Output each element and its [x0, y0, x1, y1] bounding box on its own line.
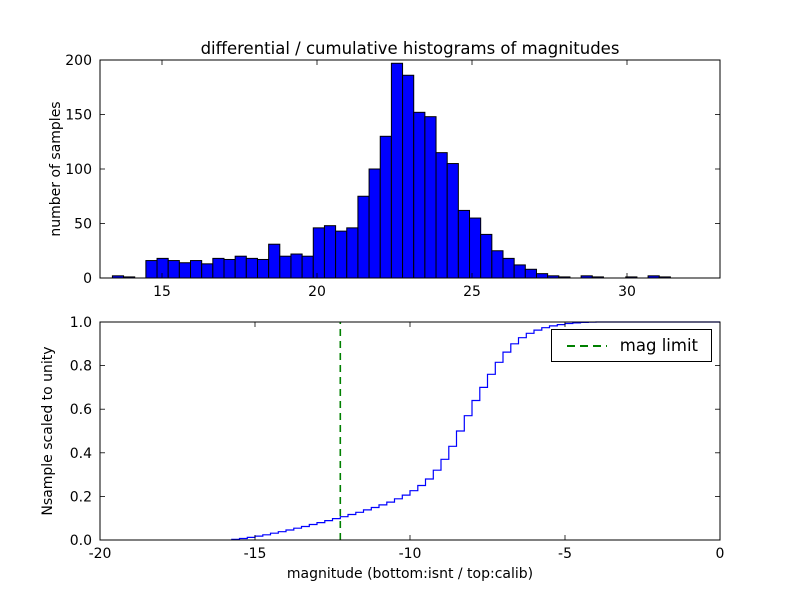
histogram-bar [469, 217, 482, 279]
histogram-bar [145, 260, 158, 279]
histogram-bar [524, 268, 537, 279]
legend-label: mag limit [619, 336, 698, 355]
y-tick-label: 0.6 [70, 402, 92, 418]
y-tick-label: 1.0 [70, 315, 92, 331]
y-tick-label: 0.2 [70, 489, 92, 505]
histogram-bar [390, 62, 404, 279]
cumulative-curve [231, 321, 720, 540]
x-tick-label: 30 [618, 284, 636, 300]
histogram-bar [256, 258, 270, 279]
x-tick-label: -10 [399, 546, 422, 562]
histogram-bar [379, 135, 392, 279]
bottom-ylabel: Nsample scaled to unity [40, 346, 56, 516]
histogram-bar [491, 250, 504, 279]
histogram-bar [201, 263, 214, 279]
histogram-bar [290, 253, 303, 279]
histogram-bar [357, 195, 370, 279]
histogram-bar [301, 255, 314, 279]
histogram-bar [245, 257, 258, 279]
x-tick-label: 0 [716, 546, 725, 562]
x-tick-label: 20 [308, 284, 326, 300]
y-tick-label: 0.8 [70, 359, 92, 375]
histogram-bar [279, 255, 292, 279]
y-tick-label: 0 [83, 271, 92, 287]
histogram-bar [480, 233, 493, 279]
top-ylabel: number of samples [48, 101, 64, 237]
histogram-bar [167, 260, 180, 279]
bottom-xlabel: magnitude (bottom:isnt / top:calib) [286, 566, 534, 582]
histogram-bar [190, 260, 203, 279]
histogram-bar [346, 227, 359, 279]
x-tick-label: -20 [89, 546, 112, 562]
x-tick-label: -15 [244, 546, 267, 562]
histogram-bar [234, 255, 247, 279]
histogram-bar [535, 273, 549, 279]
x-tick-label: -5 [558, 546, 572, 562]
histogram-bar [457, 209, 471, 279]
y-tick-label: 100 [65, 162, 92, 178]
x-tick-label: 25 [463, 284, 481, 300]
histogram-bar [178, 262, 192, 279]
y-tick-label: 150 [65, 108, 92, 124]
histogram-bar [335, 230, 348, 279]
histogram-bar [268, 243, 281, 279]
histogram-bar [435, 152, 448, 279]
y-tick-label: 0.0 [70, 533, 92, 549]
histogram-bar [402, 74, 415, 279]
histogram-bar [424, 116, 437, 279]
histogram-bar [223, 258, 236, 279]
y-tick-label: 0.4 [70, 446, 92, 462]
legend: mag limit [550, 329, 712, 362]
histogram-bar [323, 225, 337, 279]
chart-title: differential / cumulative histograms of … [200, 39, 620, 58]
histogram-bar [413, 111, 426, 279]
histogram-bar [312, 227, 325, 279]
histogram-bar [368, 168, 381, 279]
legend-dashed-line-sample [566, 344, 607, 347]
histogram-bar [446, 163, 459, 279]
y-tick-label: 200 [65, 53, 92, 69]
histogram-bar [502, 257, 515, 279]
x-tick-label: 15 [153, 284, 171, 300]
histogram-bar [513, 264, 526, 279]
histogram-bar [156, 257, 169, 279]
histogram-bar [212, 257, 225, 279]
y-tick-label: 50 [74, 217, 92, 233]
